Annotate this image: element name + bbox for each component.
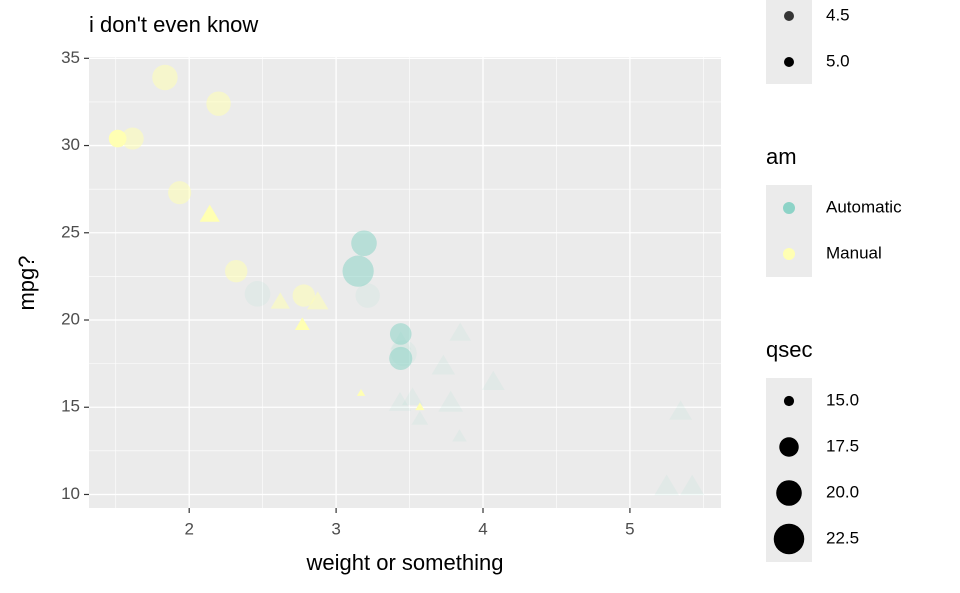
- point: [108, 129, 127, 148]
- point: [225, 259, 248, 283]
- point: [351, 230, 377, 257]
- legend-key: [784, 11, 794, 21]
- point: [389, 346, 413, 370]
- x-tick-label: 5: [625, 519, 634, 538]
- legend-key: [776, 480, 802, 506]
- legend-title: am: [766, 144, 797, 169]
- legend-key: [783, 395, 795, 407]
- legend-label: Manual: [826, 243, 882, 262]
- point: [388, 391, 412, 411]
- point: [307, 291, 329, 310]
- y-tick-label: 25: [61, 222, 80, 241]
- point: [438, 390, 464, 412]
- y-axis-title: mpg?: [14, 255, 39, 310]
- point: [244, 281, 271, 307]
- legend-key: [783, 248, 795, 260]
- point: [680, 474, 705, 496]
- legend-label: 20.0: [826, 482, 859, 501]
- point: [356, 388, 366, 396]
- point: [669, 400, 693, 420]
- legend-label: 4.5: [826, 5, 850, 24]
- point: [415, 402, 425, 411]
- point: [121, 127, 144, 150]
- point: [481, 370, 505, 391]
- point: [449, 322, 472, 341]
- chart-title: i don't even know: [89, 12, 258, 37]
- x-tick-label: 3: [331, 519, 340, 538]
- legend-key: [784, 57, 794, 67]
- point: [452, 429, 467, 442]
- point: [654, 474, 679, 496]
- y-tick-label: 20: [61, 309, 80, 328]
- point: [292, 284, 315, 307]
- y-tick-label: 35: [61, 48, 80, 67]
- point: [342, 255, 374, 287]
- point: [152, 64, 178, 91]
- point: [206, 91, 231, 116]
- x-axis-title: weight or something: [306, 550, 504, 575]
- legend-key: [773, 523, 805, 555]
- legend-title: qsec: [766, 337, 812, 362]
- legend-label: 15.0: [826, 390, 859, 409]
- legend-label: Automatic: [826, 197, 902, 216]
- legend-label: 17.5: [826, 436, 859, 455]
- x-tick-label: 4: [478, 519, 487, 538]
- point: [270, 292, 290, 309]
- point: [402, 387, 423, 406]
- y-tick-label: 30: [61, 135, 80, 154]
- y-tick-label: 15: [61, 397, 80, 416]
- legend-label: 22.5: [826, 528, 859, 547]
- point: [389, 323, 412, 345]
- legend-key-bg: [766, 185, 812, 277]
- y-tick-label: 10: [61, 484, 80, 503]
- legend-key: [783, 202, 795, 214]
- legend-label: 5.0: [826, 51, 850, 70]
- point: [411, 410, 429, 425]
- point: [294, 317, 310, 330]
- point: [431, 354, 456, 375]
- panel: [89, 57, 721, 508]
- legend-key: [779, 437, 799, 457]
- point: [355, 283, 380, 308]
- point: [168, 181, 192, 205]
- point: [199, 204, 220, 222]
- x-tick-label: 2: [184, 519, 193, 538]
